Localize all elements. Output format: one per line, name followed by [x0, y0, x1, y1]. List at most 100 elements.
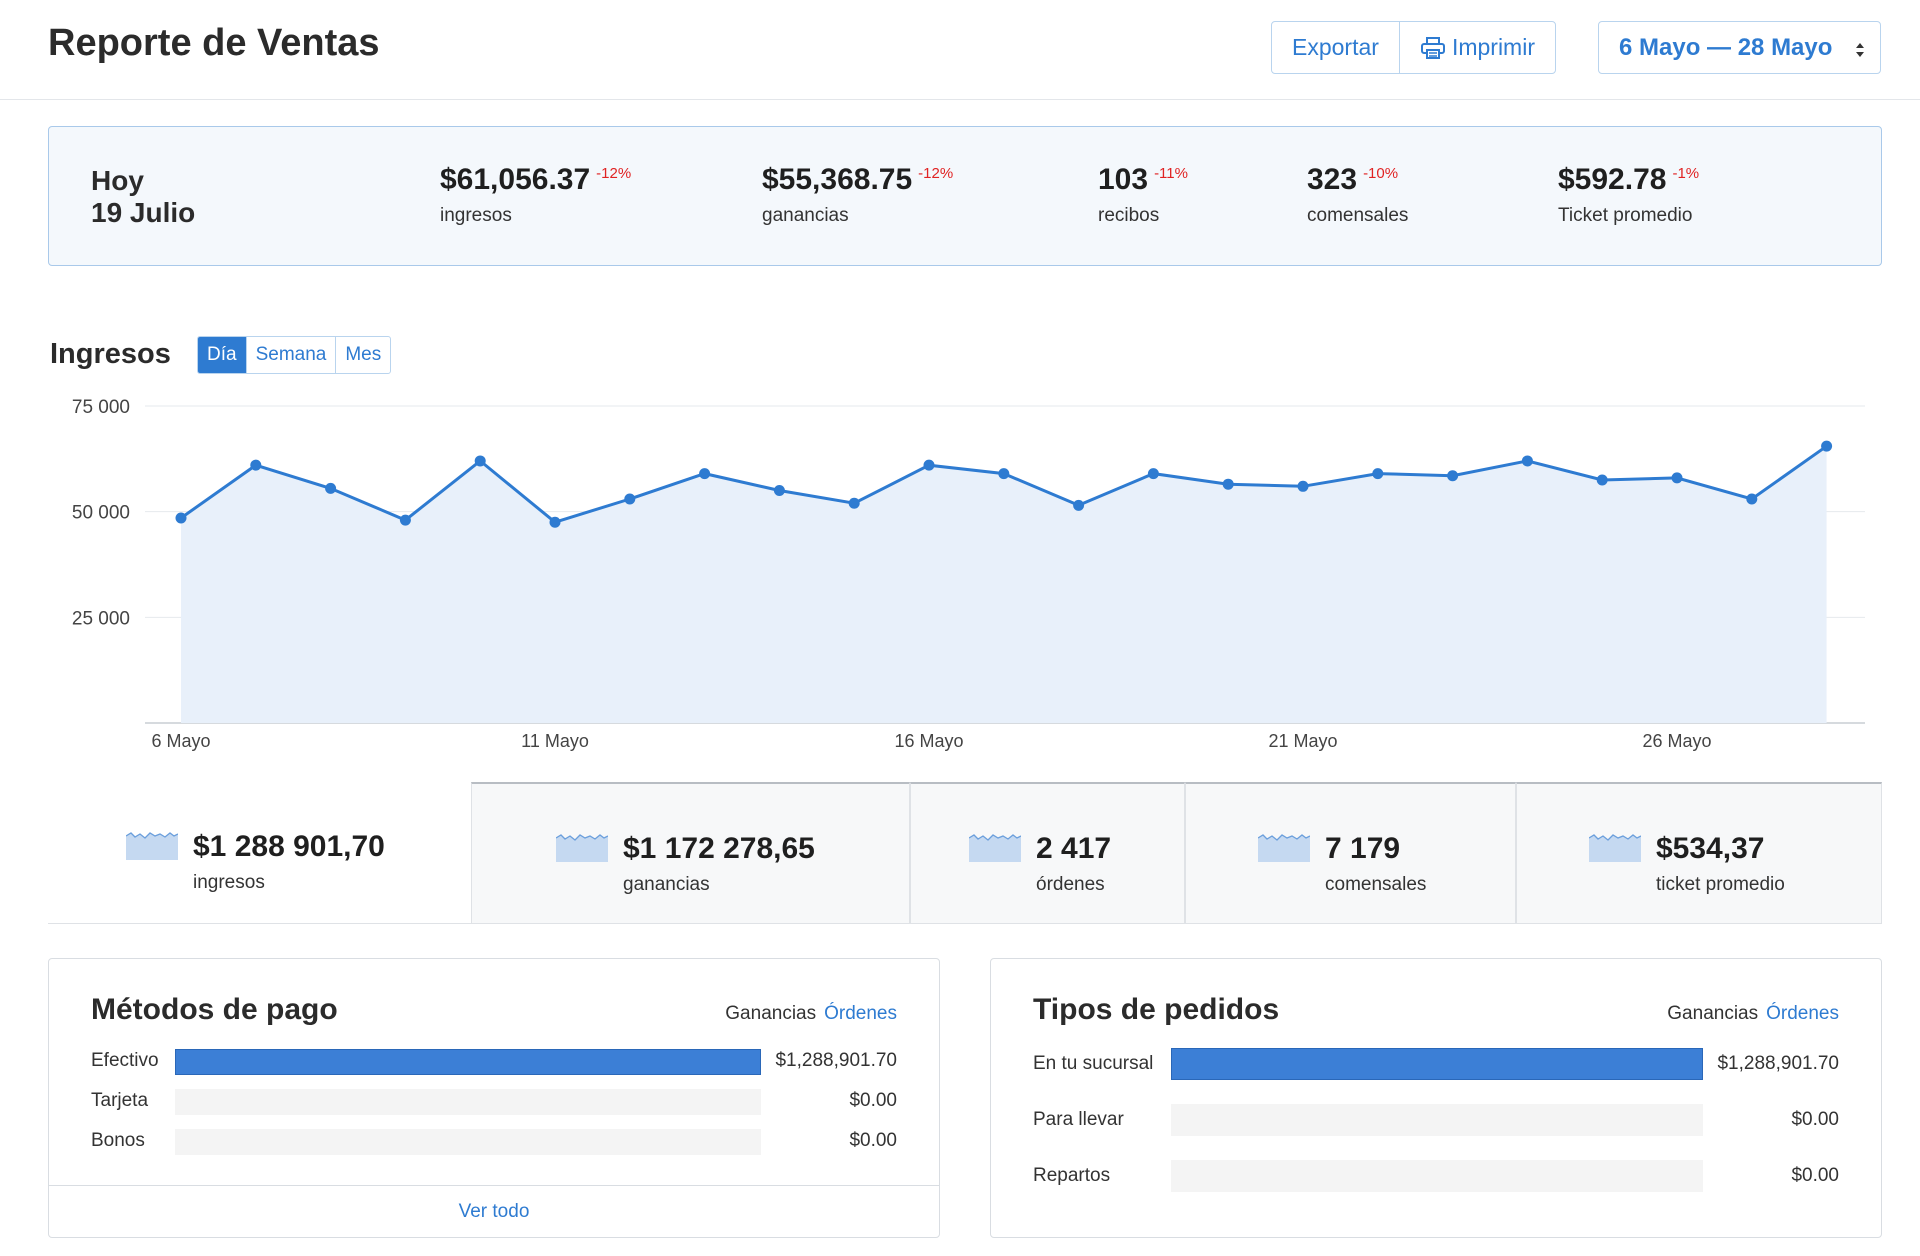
- kpi-ingresos: $61,056.37 -12% ingresos: [440, 163, 631, 227]
- series-area: [181, 446, 1827, 723]
- toggle-ganancias[interactable]: Ganancias: [1667, 1003, 1759, 1024]
- bar-label: Tarjeta: [91, 1090, 149, 1111]
- data-point: [325, 482, 337, 494]
- data-point: [1746, 493, 1758, 505]
- total-label: comensales: [1325, 874, 1427, 895]
- bar-track: [1171, 1048, 1703, 1080]
- total-value: 7 179: [1325, 832, 1401, 865]
- data-point: [1372, 468, 1384, 480]
- bar-row: Tarjeta $0.00: [91, 1089, 897, 1115]
- period-tabs: Día Semana Mes: [197, 336, 392, 374]
- bar-value: $1,288,901.70: [775, 1050, 897, 1071]
- bar-row: Repartos $0.00: [1033, 1160, 1839, 1192]
- data-point: [998, 468, 1010, 480]
- kpi-value: $592.78: [1558, 163, 1667, 196]
- order-types-card: Tipos de pedidos Ganancias Órdenes En tu …: [990, 958, 1882, 1238]
- x-tick-label: 21 Mayo: [1268, 731, 1337, 751]
- total-comensales[interactable]: 7 179 comensales: [1185, 782, 1516, 924]
- sparkline-icon: [556, 834, 608, 862]
- data-point: [1671, 472, 1683, 484]
- data-point: [1073, 499, 1085, 511]
- data-point: [1297, 480, 1309, 492]
- total-value: $534,37: [1656, 832, 1765, 865]
- bar-fill: [175, 1049, 761, 1075]
- data-point: [1596, 474, 1608, 486]
- tab-mes[interactable]: Mes: [335, 337, 390, 373]
- kpi-ticket-promedio: $592.78 -1% Ticket promedio: [1558, 163, 1699, 227]
- date-range-select[interactable]: 6 Mayo — 28 Mayo: [1598, 21, 1881, 74]
- printer-icon: [1420, 36, 1445, 59]
- kpi-change: -11%: [1154, 165, 1188, 182]
- sparkline-icon: [1258, 834, 1310, 862]
- toggle-ganancias[interactable]: Ganancias: [725, 1003, 817, 1024]
- kpi-value: $55,368.75: [762, 163, 913, 196]
- x-tick-label: 11 Mayo: [521, 731, 589, 751]
- bar-track: [1171, 1104, 1703, 1136]
- kpi-change: -1%: [1672, 165, 1700, 182]
- bar-label: Bonos: [91, 1130, 145, 1151]
- total-ticket-promedio[interactable]: $534,37 ticket promedio: [1516, 782, 1882, 924]
- kpi-comensales: 323 -10% comensales: [1307, 163, 1408, 227]
- kpi-label: ingresos: [440, 205, 512, 226]
- kpi-change: -10%: [1363, 165, 1399, 182]
- bar-value: $1,288,901.70: [1717, 1053, 1839, 1074]
- revenue-chart: 75 000 50 000 25 000 6 Mayo 11 Mayo 16 Mayo 21…: [72, 397, 1865, 751]
- bar-value: $0.00: [849, 1090, 897, 1111]
- print-button-label: Imprimir: [1451, 34, 1535, 60]
- total-value: 2 417: [1036, 832, 1112, 865]
- x-tick-label: 6 Mayo: [151, 731, 210, 751]
- card-title: Tipos de pedidos: [1033, 993, 1280, 1026]
- sparkline-icon: [969, 834, 1021, 862]
- kpi-label: comensales: [1307, 205, 1409, 226]
- sparkline-icon: [126, 832, 178, 860]
- bar-label: En tu sucursal: [1033, 1053, 1154, 1074]
- data-point: [250, 459, 262, 471]
- kpi-label: Ticket promedio: [1558, 205, 1693, 226]
- y-tick-label: 50 000: [72, 503, 130, 524]
- data-point: [549, 516, 561, 528]
- total-value: $1 288 901,70: [193, 830, 385, 863]
- bar-row: En tu sucursal $1,288,901.70: [1033, 1048, 1839, 1080]
- kpi-change: -12%: [596, 165, 632, 182]
- total-value: $1 172 278,65: [623, 832, 815, 865]
- kpi-label: recibos: [1098, 205, 1160, 226]
- data-point: [1521, 455, 1533, 467]
- data-point: [923, 459, 935, 471]
- toggle-ordenes[interactable]: Órdenes: [824, 1003, 897, 1024]
- x-tick-label: 26 Mayo: [1642, 731, 1711, 751]
- bar-fill: [1171, 1048, 1703, 1080]
- total-ordenes[interactable]: 2 417 órdenes: [910, 782, 1185, 924]
- today-summary: Hoy 19 Julio $61,056.37 -12% ingresos $55…: [48, 126, 1882, 266]
- payment-methods-card: Métodos de pago Ganancias Órdenes Efectiv…: [48, 958, 940, 1238]
- bar-value: $0.00: [1791, 1165, 1839, 1186]
- data-point: [175, 512, 187, 524]
- bar-track: [1171, 1160, 1703, 1192]
- total-ingresos[interactable]: $1 288 901,70 ingresos: [48, 782, 471, 924]
- kpi-recibos: 103 -11% recibos: [1098, 163, 1188, 227]
- toggle-ordenes[interactable]: Órdenes: [1766, 1003, 1839, 1024]
- kpi-change: -12%: [918, 165, 954, 182]
- y-tick-label: 25 000: [72, 608, 130, 629]
- data-point: [1222, 478, 1234, 490]
- sparkline-icon: [1589, 834, 1641, 862]
- y-tick-label: 75 000: [72, 397, 130, 418]
- header-actions: Exportar Imprimir: [1271, 21, 1556, 74]
- bar-row: Para llevar $0.00: [1033, 1104, 1839, 1136]
- print-button[interactable]: Imprimir: [1398, 22, 1555, 73]
- ver-todo-link[interactable]: Ver todo: [49, 1185, 939, 1237]
- tab-dia[interactable]: Día: [198, 337, 246, 373]
- bar-value: $0.00: [1791, 1109, 1839, 1130]
- total-label: órdenes: [1036, 874, 1105, 895]
- bar-track: [175, 1129, 761, 1155]
- export-button[interactable]: Exportar: [1292, 34, 1379, 60]
- total-ganancias[interactable]: $1 172 278,65 ganancias: [471, 782, 910, 924]
- page-title: Reporte de Ventas: [48, 22, 380, 64]
- data-point: [1447, 470, 1459, 482]
- revenue-title: Ingresos: [50, 338, 171, 370]
- total-label: ingresos: [193, 872, 265, 893]
- bar-row: Bonos $0.00: [91, 1129, 897, 1155]
- data-point: [474, 455, 486, 467]
- tab-semana[interactable]: Semana: [245, 337, 336, 373]
- select-arrows-icon: [1856, 43, 1864, 57]
- data-point: [1147, 468, 1159, 480]
